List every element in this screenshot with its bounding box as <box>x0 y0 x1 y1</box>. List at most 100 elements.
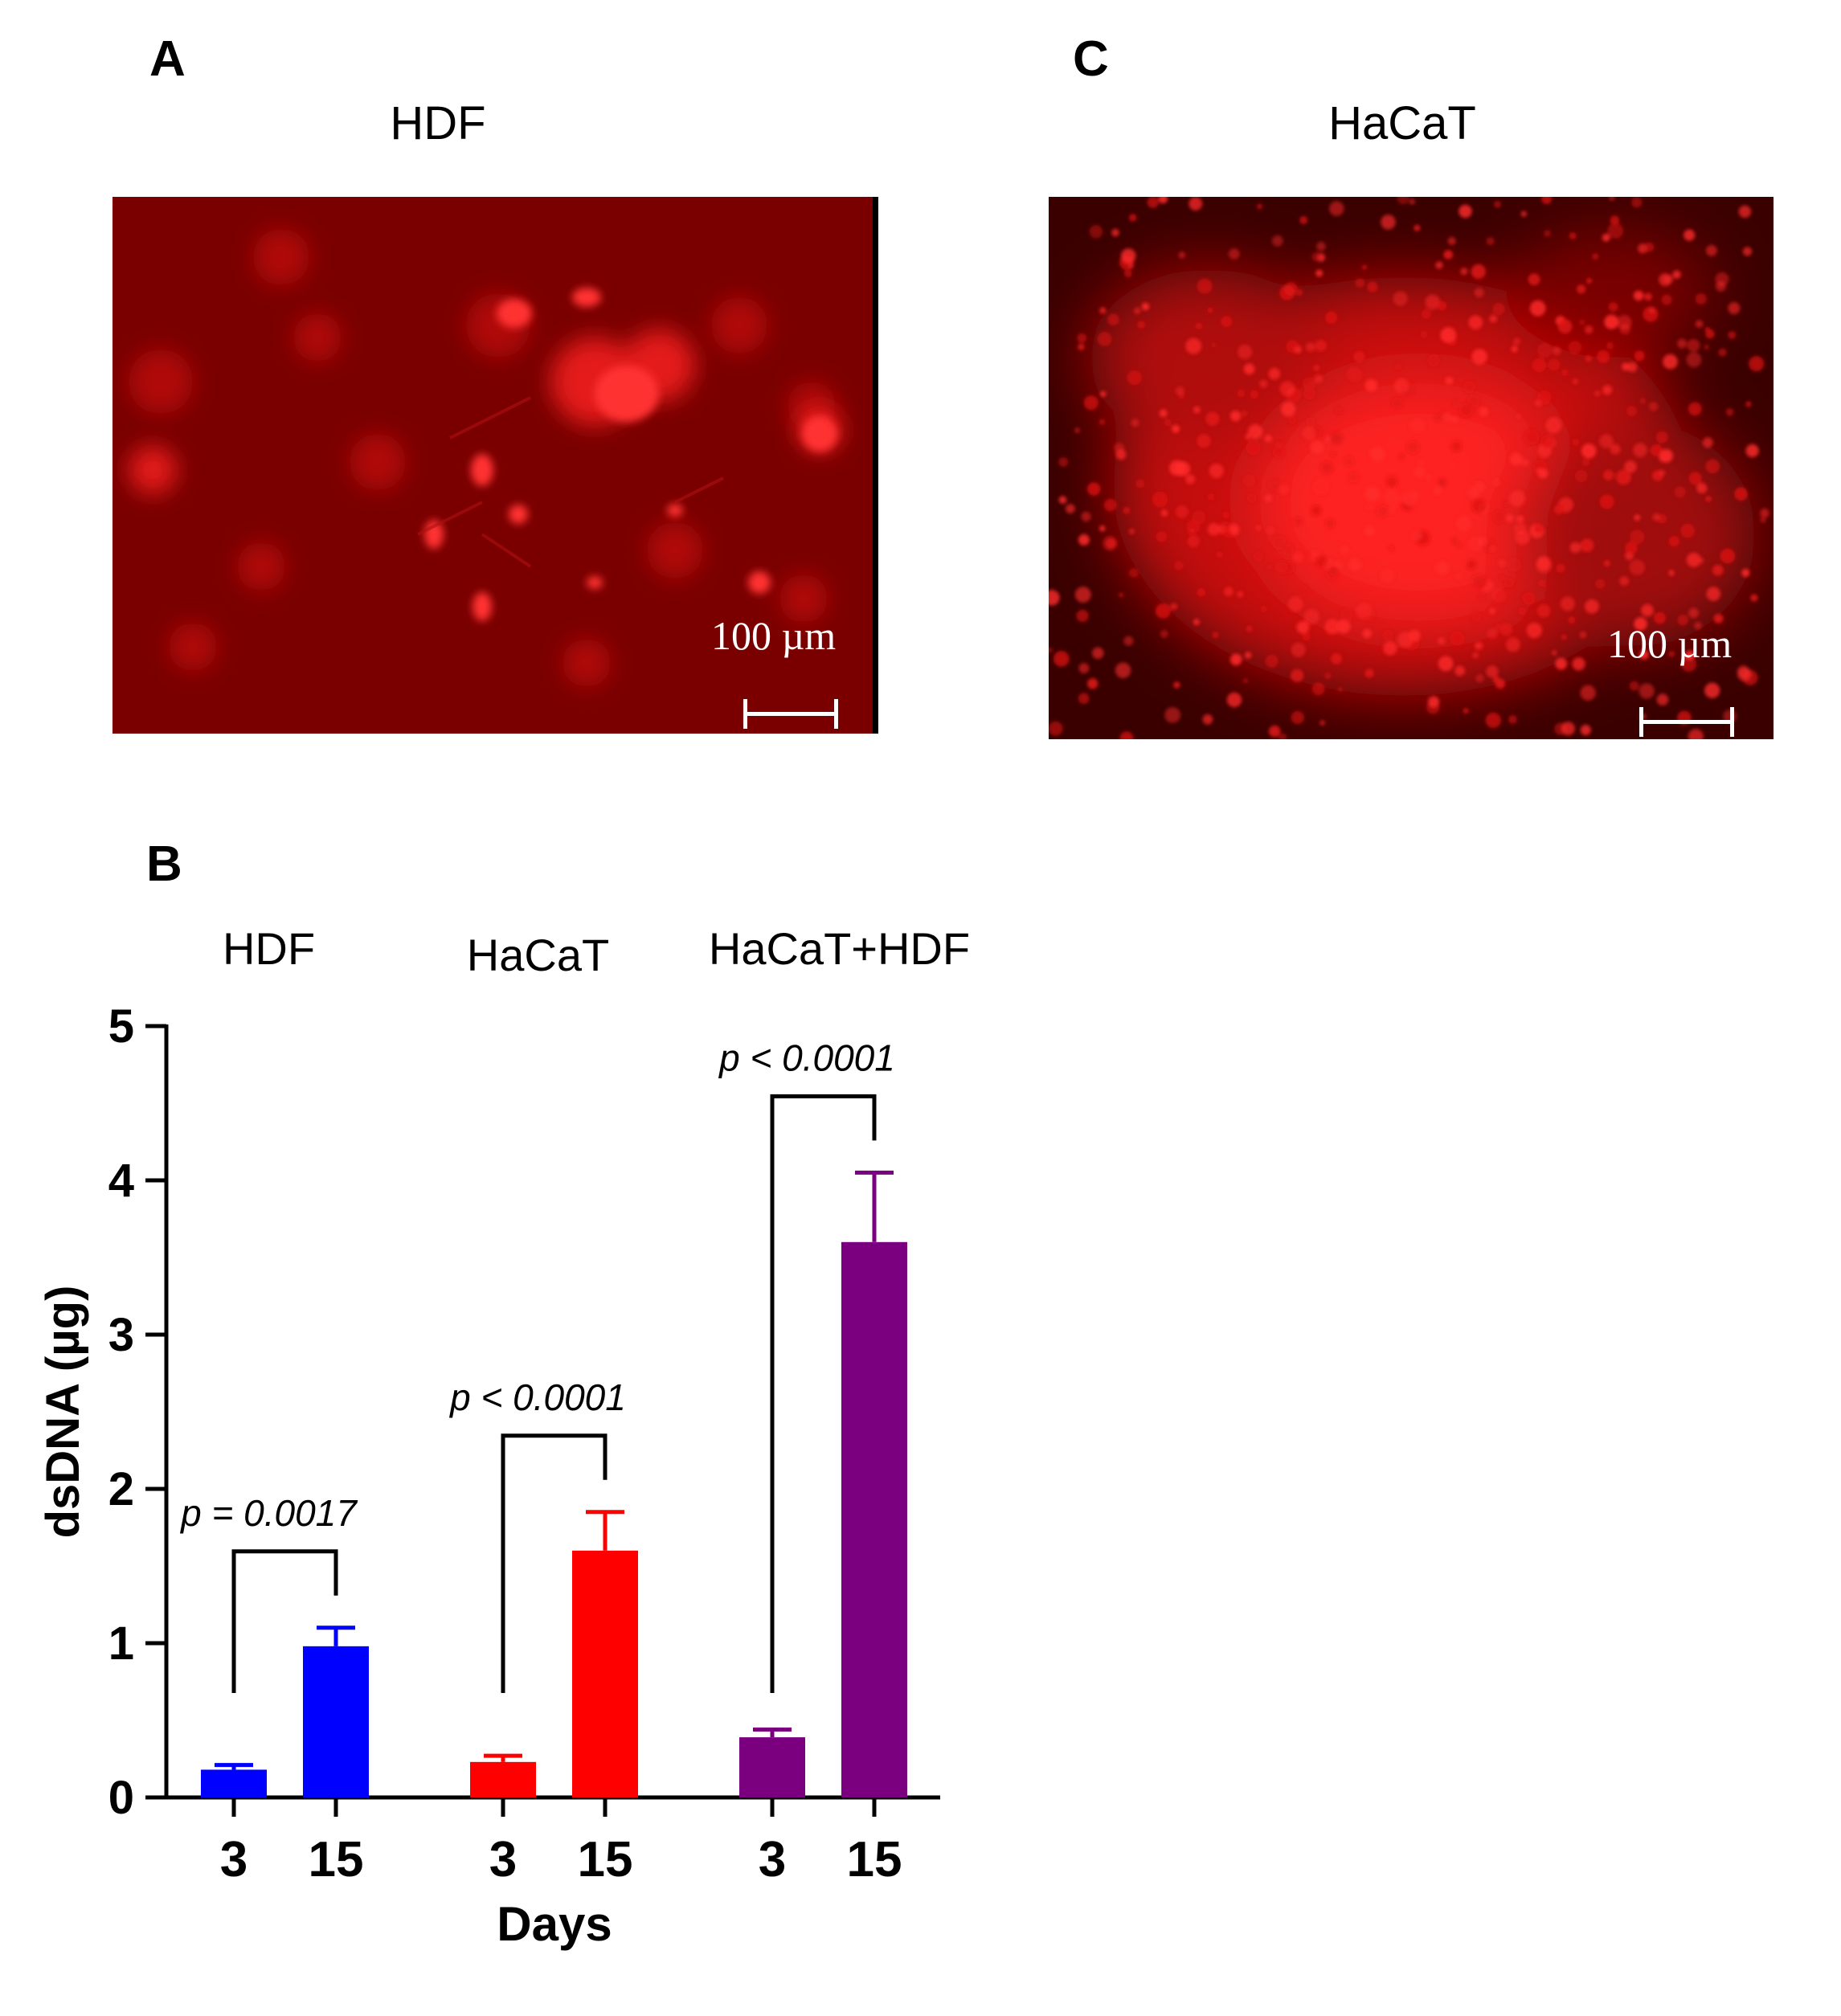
cell-speckle <box>1626 406 1637 417</box>
cell-speckle <box>1197 278 1213 294</box>
cell-speckle <box>1246 440 1261 456</box>
cell-speckle <box>1105 538 1117 550</box>
cell-speckle <box>1188 197 1203 211</box>
cell-speckle <box>1694 622 1702 630</box>
cell-speckle <box>1745 444 1759 458</box>
cell-speckle <box>1279 381 1295 397</box>
cell-speckle <box>1193 406 1201 414</box>
cell-speckle <box>1649 402 1659 411</box>
cell-speckle <box>1389 501 1397 509</box>
cell-speckle <box>1745 401 1752 407</box>
y-tick-label: 2 <box>108 1463 134 1515</box>
cell-speckle <box>1524 429 1539 445</box>
cell-speckle <box>1595 579 1606 589</box>
cell-speckle <box>1174 561 1184 570</box>
cell-speckle <box>1702 437 1713 448</box>
cell-speckle <box>1494 200 1502 208</box>
cell-speckle <box>1520 211 1527 217</box>
cell-speckle <box>1226 692 1242 708</box>
cell-speckle <box>1369 446 1385 462</box>
cell-speckle <box>1498 558 1506 567</box>
cell-speckle <box>1580 685 1596 701</box>
cell-speckle <box>1492 302 1505 316</box>
cell-speckle <box>1534 523 1544 534</box>
cell-speckle <box>1328 566 1339 576</box>
cell-speckle <box>1572 657 1585 671</box>
cell-speckle <box>1663 354 1678 370</box>
cell-speckle <box>1120 248 1136 264</box>
cell-speckle <box>1222 511 1229 519</box>
cell-speckle <box>1515 530 1530 545</box>
cell-speckle <box>1381 215 1396 230</box>
cell-speckle <box>1406 440 1420 455</box>
cell-speckle <box>1556 563 1565 573</box>
cell-speckle <box>1442 412 1452 422</box>
cell-speckle <box>1705 244 1717 256</box>
cell-speckle <box>1471 349 1487 365</box>
cell-speckle <box>1169 460 1185 476</box>
bar-hacat-day-3 <box>470 1761 536 1797</box>
cell-speckle <box>1119 731 1134 739</box>
cell-speckle <box>1475 641 1483 650</box>
cell-speckle <box>1356 603 1373 620</box>
cell-speckle <box>1324 436 1332 443</box>
cell-speckle <box>1303 377 1316 391</box>
cell-speckle <box>1053 651 1070 667</box>
cell-speckle <box>1355 278 1365 288</box>
significance-bracket <box>231 1549 338 1693</box>
cell-speckle <box>1728 331 1737 339</box>
cell-speckle <box>1720 548 1736 564</box>
bar-hacat+hdf-day-3 <box>739 1737 805 1797</box>
cell-speckle <box>1364 669 1374 678</box>
cell-speckle <box>1522 591 1536 605</box>
cell-speckle <box>1434 415 1441 422</box>
cell-speckle <box>1202 714 1213 725</box>
cell-speckle <box>1246 625 1253 632</box>
cell-speckle <box>1437 301 1447 311</box>
cell-speckle <box>1271 235 1283 247</box>
cell-speckle <box>1324 672 1332 680</box>
y-tick-label: 5 <box>108 1000 134 1053</box>
cell-speckle <box>1408 629 1421 642</box>
cell-speckle <box>1254 551 1264 562</box>
cell-speckle <box>1607 223 1624 239</box>
cell-speckle <box>1255 525 1261 531</box>
cell-speckle <box>1077 333 1087 343</box>
cell-speckle <box>1677 615 1688 626</box>
cell-speckle <box>1049 647 1053 653</box>
cell-speckle <box>1294 517 1303 526</box>
cell-speckle <box>1141 302 1150 311</box>
cell-speckle <box>1760 517 1766 523</box>
cell-speckle <box>1188 528 1195 535</box>
cell-speckle <box>1459 403 1474 417</box>
cell-speckle <box>1271 535 1287 550</box>
cell-speckle <box>1114 443 1125 454</box>
cell-speckle <box>1264 435 1272 443</box>
cell-speckle <box>1192 510 1206 525</box>
cell-speckle <box>1185 337 1202 354</box>
cell-speckle <box>1078 534 1090 546</box>
cell-speckle <box>1100 391 1107 397</box>
cell-speckle <box>1229 653 1242 666</box>
cell-speckle <box>1557 319 1573 334</box>
cell-speckle <box>1393 378 1409 394</box>
cell-speckle <box>1237 591 1244 598</box>
cell-speckle <box>1467 487 1479 499</box>
cell-speckle <box>1495 624 1503 632</box>
cell-speckle <box>1581 444 1597 459</box>
cell-speckle <box>1205 411 1220 426</box>
cell-speckle <box>1128 568 1139 578</box>
cell-speckle <box>1364 525 1376 537</box>
cell-speckle <box>1348 558 1361 571</box>
cell-speckle <box>1552 650 1557 656</box>
cell-speckle <box>1737 665 1749 678</box>
cell-speckle <box>1471 264 1486 280</box>
cell-speckle <box>1742 247 1753 256</box>
cell-speckle <box>1706 587 1721 601</box>
cell-speckle <box>1428 696 1440 708</box>
cell-speckle <box>1468 315 1483 329</box>
cell-speckle <box>1383 641 1397 656</box>
significance-bracket <box>770 1094 877 1693</box>
cell-speckle <box>1604 314 1619 329</box>
cell-speckle <box>1329 201 1344 216</box>
